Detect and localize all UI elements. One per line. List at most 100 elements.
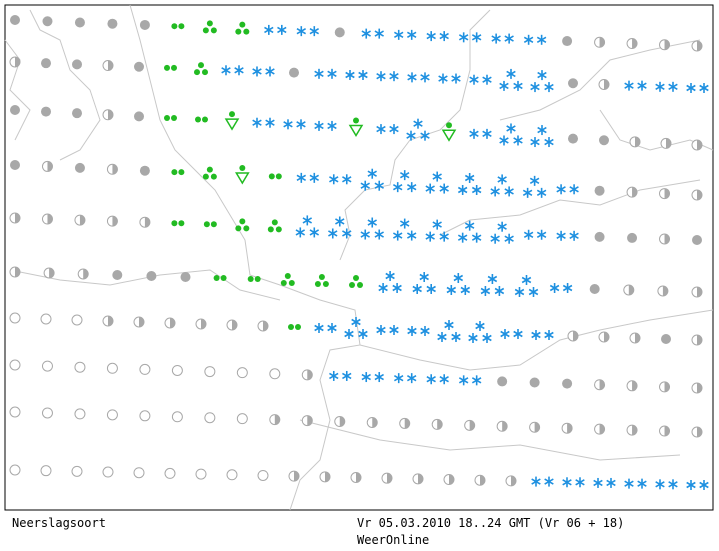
snow-stroke: [342, 176, 352, 183]
snow-stroke: [439, 185, 449, 192]
drop: [171, 169, 178, 176]
sleet-shower: [224, 111, 240, 131]
half: [47, 161, 53, 172]
snow-stroke: [500, 330, 510, 338]
snow: [686, 83, 709, 93]
snow-stroke: [342, 372, 352, 380]
snow-stroke: [432, 173, 442, 180]
partly-cloudy: [691, 334, 703, 346]
half: [604, 79, 609, 90]
snow-stroke: [569, 186, 579, 193]
triangle: [235, 172, 250, 185]
overcast-dot: [74, 162, 85, 173]
snow: [314, 323, 337, 333]
drop: [210, 27, 217, 34]
clear-circle: [102, 466, 114, 478]
sleet-shower: [348, 117, 364, 137]
source: WeerOnline: [357, 533, 429, 547]
snow: [686, 480, 709, 490]
snow-stroke: [419, 273, 429, 281]
snow-stroke: [457, 234, 468, 241]
snow-stroke: [471, 234, 482, 241]
snow-stroke: [309, 229, 320, 236]
clear-circle: [164, 467, 176, 479]
snow: [458, 32, 482, 43]
snow-stroke: [549, 284, 560, 292]
partly-cloudy: [626, 380, 638, 392]
partly-cloudy: [77, 268, 89, 280]
partly-cloudy: [43, 267, 55, 279]
partly-cloudy: [626, 186, 638, 198]
snow-stroke: [296, 174, 307, 182]
drop: [164, 64, 170, 71]
partly-cloudy: [74, 214, 86, 226]
half: [170, 318, 175, 328]
partly-cloudy: [594, 423, 606, 435]
snow-stroke: [569, 232, 579, 240]
border: [359, 309, 714, 371]
snow: [283, 119, 306, 130]
snow-stroke: [367, 170, 377, 177]
half: [697, 383, 702, 393]
rain: [171, 169, 185, 176]
snow-showers: [360, 168, 384, 191]
snow-showers: [328, 216, 352, 239]
snow-stroke: [528, 288, 539, 296]
snow-stroke: [531, 478, 541, 485]
partly-cloudy: [623, 284, 635, 296]
partly-cloudy: [691, 286, 703, 298]
snow: [296, 26, 320, 37]
clear-circle: [74, 361, 86, 373]
drop: [243, 225, 250, 232]
snow: [314, 68, 337, 79]
drop: [171, 64, 177, 71]
clear-circle: [71, 465, 83, 477]
showers: [202, 20, 217, 34]
coastline: [4, 39, 31, 141]
partly-cloudy: [567, 330, 579, 342]
half: [664, 39, 670, 50]
snow: [376, 71, 399, 82]
snow-stroke: [504, 235, 514, 242]
snow: [426, 374, 449, 385]
coastline: [439, 179, 701, 236]
snow-stroke: [374, 182, 384, 189]
snow-stroke: [309, 174, 320, 182]
snow: [376, 124, 399, 135]
snow-stroke: [392, 183, 403, 191]
overcast-dot: [41, 106, 51, 117]
snow-stroke: [513, 82, 523, 90]
snow-stroke: [458, 34, 469, 41]
snow-stroke: [530, 138, 540, 146]
half: [47, 214, 53, 225]
partly-cloudy: [443, 474, 455, 486]
snow-showers: [530, 70, 554, 93]
snow-stroke: [314, 70, 324, 78]
overcast-dot: [529, 377, 540, 388]
half: [567, 423, 573, 434]
snow-stroke: [562, 284, 573, 292]
precipitation-symbols: [9, 15, 709, 490]
drop: [275, 173, 282, 180]
snow-stroke: [265, 68, 275, 75]
drop: [164, 114, 170, 121]
partly-cloudy: [505, 475, 517, 487]
snow-stroke: [556, 186, 566, 193]
half: [404, 418, 410, 429]
showers: [349, 275, 363, 288]
snow: [531, 330, 554, 340]
snow-showers: [499, 68, 523, 91]
snow-stroke: [335, 218, 345, 225]
snow: [438, 73, 461, 84]
overcast-dot: [599, 135, 609, 146]
snow: [469, 74, 492, 85]
snow: [655, 81, 678, 92]
snow-stroke: [624, 82, 634, 89]
half: [664, 381, 670, 392]
snow-stroke: [309, 27, 320, 35]
rain: [195, 116, 208, 123]
partly-cloudy: [133, 316, 145, 328]
partly-cloudy: [598, 78, 610, 90]
drop: [198, 62, 204, 69]
